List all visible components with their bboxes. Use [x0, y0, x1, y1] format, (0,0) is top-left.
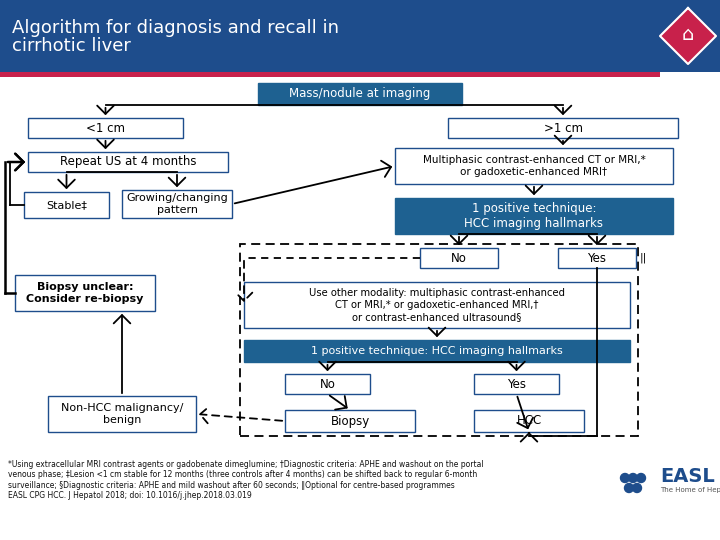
Circle shape [624, 483, 634, 492]
Text: Algorithm for diagnosis and recall in: Algorithm for diagnosis and recall in [12, 19, 339, 37]
Text: >1 cm: >1 cm [544, 122, 582, 134]
FancyBboxPatch shape [285, 374, 370, 394]
Text: <1 cm: <1 cm [86, 122, 125, 134]
FancyBboxPatch shape [0, 0, 720, 72]
FancyBboxPatch shape [395, 198, 673, 234]
Text: No: No [451, 252, 467, 265]
FancyBboxPatch shape [0, 72, 660, 77]
Circle shape [636, 474, 646, 483]
Polygon shape [660, 8, 716, 64]
Text: Stable‡: Stable‡ [46, 200, 87, 210]
Text: Biopsy unclear:
Consider re-biopsy: Biopsy unclear: Consider re-biopsy [27, 282, 144, 304]
FancyBboxPatch shape [395, 148, 673, 184]
Text: Use other modality: multiphasic contrast-enhanced
CT or MRI,* or gadoxetic-enhan: Use other modality: multiphasic contrast… [309, 288, 565, 322]
FancyBboxPatch shape [474, 410, 584, 432]
FancyBboxPatch shape [558, 248, 636, 268]
FancyBboxPatch shape [474, 374, 559, 394]
FancyBboxPatch shape [285, 410, 415, 432]
Text: cirrhotic liver: cirrhotic liver [12, 37, 131, 55]
Text: EASL: EASL [660, 468, 715, 487]
FancyBboxPatch shape [448, 118, 678, 138]
FancyBboxPatch shape [244, 282, 630, 328]
Text: ⌂: ⌂ [682, 24, 694, 44]
FancyBboxPatch shape [244, 340, 630, 362]
FancyBboxPatch shape [24, 192, 109, 218]
FancyBboxPatch shape [122, 190, 232, 218]
Text: Repeat US at 4 months: Repeat US at 4 months [60, 156, 197, 168]
Text: Biopsy: Biopsy [330, 415, 369, 428]
Text: Growing/changing
pattern: Growing/changing pattern [126, 193, 228, 215]
Text: HCC: HCC [516, 415, 541, 428]
Text: 1 positive technique:
HCC imaging hallmarks: 1 positive technique: HCC imaging hallma… [464, 202, 603, 230]
FancyBboxPatch shape [48, 396, 196, 432]
Circle shape [621, 474, 629, 483]
FancyBboxPatch shape [420, 248, 498, 268]
Text: ||: || [640, 253, 647, 263]
Text: Mass/nodule at imaging: Mass/nodule at imaging [289, 87, 431, 100]
Circle shape [632, 483, 642, 492]
FancyBboxPatch shape [258, 83, 462, 105]
Text: The Home of Hepatology: The Home of Hepatology [660, 487, 720, 493]
Text: Non-HCC malignancy/
benign: Non-HCC malignancy/ benign [60, 403, 183, 425]
Text: Yes: Yes [588, 252, 606, 265]
Circle shape [629, 474, 637, 483]
FancyBboxPatch shape [15, 275, 155, 311]
Text: *Using extracellular MRI contrast agents or gadobenate dimeglumine; †Diagnostic : *Using extracellular MRI contrast agents… [8, 460, 484, 500]
FancyBboxPatch shape [28, 118, 183, 138]
Text: No: No [320, 377, 336, 390]
FancyBboxPatch shape [28, 152, 228, 172]
Text: Multiphasic contrast-enhanced CT or MRI,*
or gadoxetic-enhanced MRI†: Multiphasic contrast-enhanced CT or MRI,… [423, 155, 645, 177]
Text: Yes: Yes [507, 377, 526, 390]
Text: 1 positive technique: HCC imaging hallmarks: 1 positive technique: HCC imaging hallma… [311, 346, 563, 356]
